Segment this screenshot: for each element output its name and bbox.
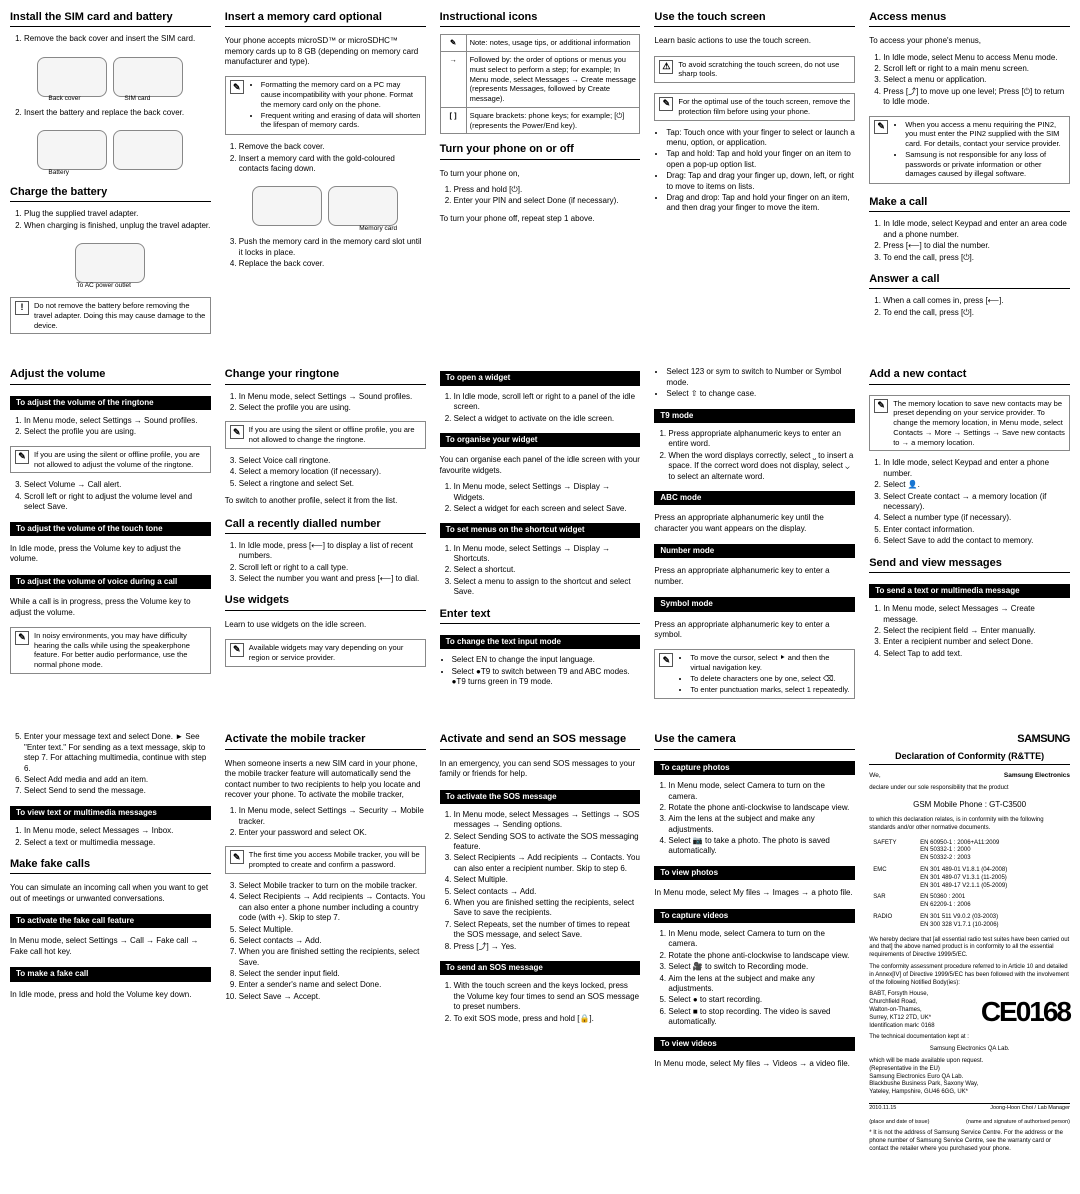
note-charge: ! Do not remove the battery before remov…: [10, 297, 211, 334]
heading-camera: Use the camera: [654, 732, 855, 749]
bar-number-mode: Number mode: [654, 544, 855, 558]
note-memory: ✎ Formatting the memory card on a PC may…: [225, 76, 426, 135]
heading-sos: Activate and send an SOS message: [440, 732, 641, 749]
warning-icon: ⚠: [659, 60, 673, 74]
page-row-2: Adjust the volume To adjust the volume o…: [10, 367, 1070, 702]
note-icon: ✎: [230, 643, 244, 657]
heading-turnon: Turn your phone on or off: [440, 142, 641, 159]
note-icon: ✎: [874, 120, 888, 134]
bar-activate-fakecall: To activate the fake call feature: [10, 914, 211, 928]
icon-legend-table: ✎Note: notes, usage tips, or additional …: [440, 34, 641, 134]
figure-memory-card: Memory card: [225, 182, 426, 230]
figure-sim: Back cover SIM card: [10, 53, 211, 101]
note-icon: ✎: [15, 631, 29, 645]
standards-table: SAFETYEN 60950-1 : 2006+A11:2009 EN 5033…: [869, 837, 1070, 933]
product-model: GSM Mobile Phone : GT-C3500: [869, 800, 1070, 810]
declaration-of-conformity: SAMSUNG Declaration of Conformity (R&TTE…: [869, 732, 1070, 1153]
heading-charge: Charge the battery: [10, 185, 211, 202]
bar-shortcut-widget: To set menus on the shortcut widget: [440, 523, 641, 537]
note-menus: ✎ When you access a menu requiring the P…: [869, 116, 1070, 185]
note-icon: ✎: [230, 850, 244, 864]
samsung-logo: SAMSUNG: [869, 732, 1070, 746]
page-row-3: Enter your message text and select Done.…: [10, 732, 1070, 1153]
bar-symbol-mode: Symbol mode: [654, 597, 855, 611]
ce-mark: CE0168: [981, 994, 1070, 1030]
heading-recent: Call a recently dialled number: [225, 517, 426, 534]
bar-change-input: To change the text input mode: [440, 635, 641, 649]
bar-activate-sos: To activate the SOS message: [440, 790, 641, 804]
bar-capture-videos: To capture videos: [654, 909, 855, 923]
bar-view-photos: To view photos: [654, 866, 855, 880]
bar-touchtone-volume: To adjust the volume of the touch tone: [10, 522, 211, 536]
bar-t9-mode: T9 mode: [654, 409, 855, 423]
note-icon: ✎: [874, 399, 888, 413]
bar-make-fakecall: To make a fake call: [10, 967, 211, 981]
sim-steps: Remove the back cover and insert the SIM…: [10, 34, 211, 45]
page-row-1: Install the SIM card and battery Remove …: [10, 10, 1070, 337]
bar-view-msg: To view text or multimedia messages: [10, 806, 211, 820]
bar-abc-mode: ABC mode: [654, 491, 855, 505]
caution-icon: !: [15, 301, 29, 315]
heading-answer-call: Answer a call: [869, 272, 1070, 289]
bar-open-widget: To open a widget: [440, 371, 641, 385]
bar-view-videos: To view videos: [654, 1037, 855, 1051]
heading-tracker: Activate the mobile tracker: [225, 732, 426, 749]
note-icon: ✎: [230, 425, 244, 439]
bar-ringtone-volume: To adjust the volume of the ringtone: [10, 396, 211, 410]
heading-messages: Send and view messages: [869, 556, 1070, 573]
heading-memory: Insert a memory card optional: [225, 10, 426, 27]
bar-capture-photos: To capture photos: [654, 761, 855, 775]
conformity-title: Declaration of Conformity (R&TTE): [869, 751, 1070, 766]
heading-install-sim: Install the SIM card and battery: [10, 10, 211, 27]
warn-touch: ⚠ To avoid scratching the touch screen, …: [654, 56, 855, 84]
heading-make-call: Make a call: [869, 195, 1070, 212]
heading-contact: Add a new contact: [869, 367, 1070, 384]
heading-menus: Access menus: [869, 10, 1070, 27]
bar-call-volume: To adjust the volume of voice during a c…: [10, 575, 211, 589]
heading-volume: Adjust the volume: [10, 367, 211, 384]
heading-fakecall: Make fake calls: [10, 857, 211, 874]
figure-charger: To AC power outlet: [10, 239, 211, 287]
heading-enter-text: Enter text: [440, 607, 641, 624]
bar-send-msg: To send a text or multimedia message: [869, 584, 1070, 598]
note-icon: ✎: [230, 80, 244, 94]
figure-battery: Battery: [10, 126, 211, 174]
note-icon: ✎: [659, 653, 673, 667]
heading-touch: Use the touch screen: [654, 10, 855, 27]
heading-icons: Instructional icons: [440, 10, 641, 27]
bar-send-sos: To send an SOS message: [440, 961, 641, 975]
note-touch: ✎ For the optimal use of the touch scree…: [654, 93, 855, 121]
bar-organise-widget: To organise your widget: [440, 433, 641, 447]
note-icon: ✎: [659, 97, 673, 111]
heading-ringtone: Change your ringtone: [225, 367, 426, 384]
heading-widgets: Use widgets: [225, 593, 426, 610]
note-icon: ✎: [15, 450, 29, 464]
